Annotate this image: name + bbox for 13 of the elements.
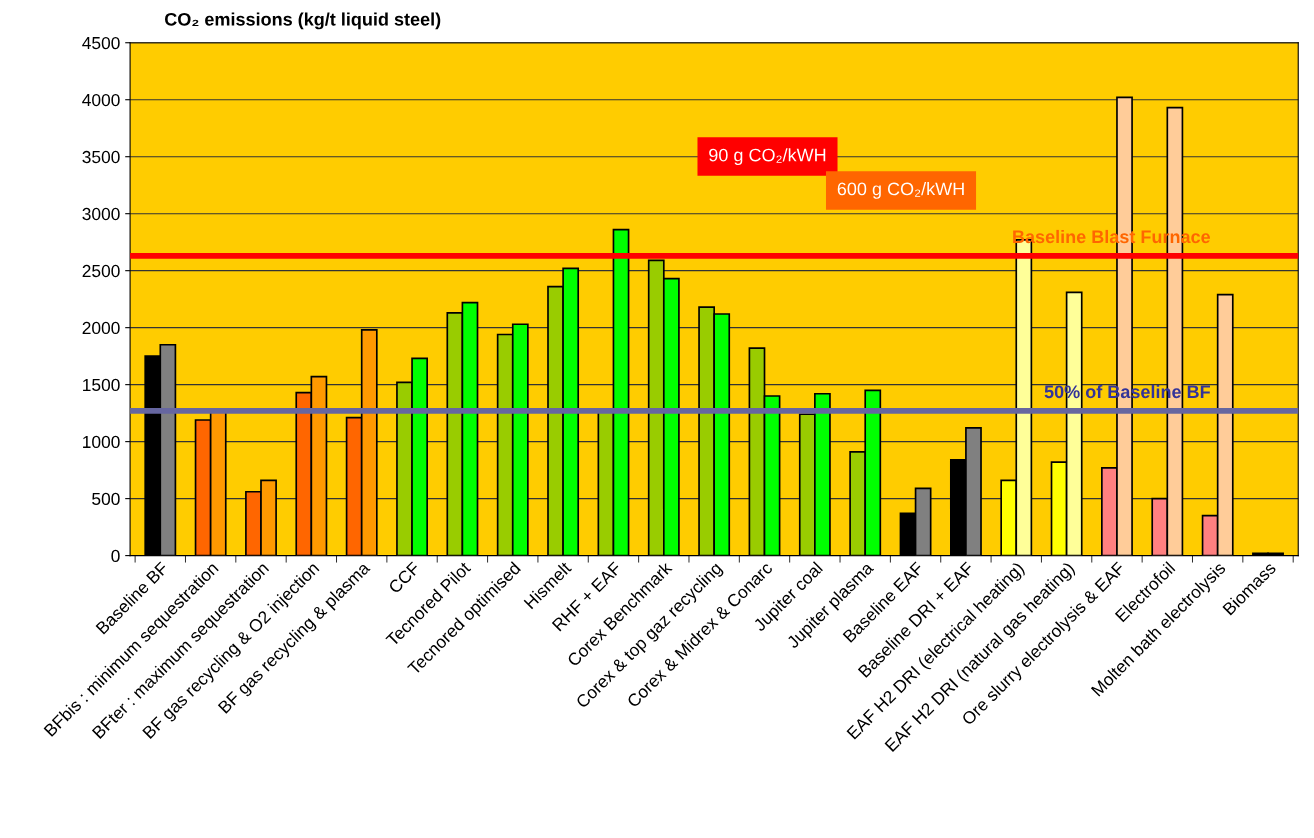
- chart-title: CO₂ emissions (kg/t liquid steel): [164, 12, 441, 30]
- y-tick-label: 3000: [82, 207, 120, 221]
- y-tick-label: 4500: [82, 36, 120, 50]
- annotation: 600 g CO₂/kWH: [837, 182, 964, 199]
- y-tick-label: 2000: [82, 321, 120, 335]
- y-tick-label: 500: [92, 492, 120, 506]
- y-tick-label: 0: [111, 549, 120, 563]
- y-tick-label: 1500: [83, 378, 120, 392]
- annotation: 90 g CO₂/kWH: [709, 148, 826, 166]
- y-tick-label: 4000: [82, 93, 120, 107]
- y-tick-label: 3500: [82, 150, 120, 164]
- y-tick-label: 2500: [82, 264, 120, 278]
- y-tick-label: 1000: [83, 435, 120, 449]
